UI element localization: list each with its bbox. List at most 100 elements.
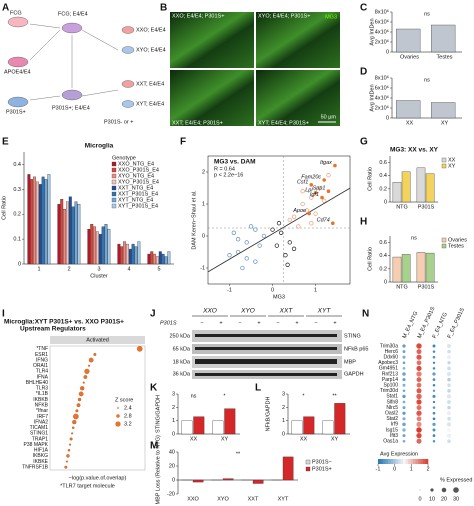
y-tick-label: 6x10⁶: [375, 18, 389, 25]
annotation: **: [332, 393, 337, 399]
x-tick-label: XY: [441, 120, 449, 126]
plot-frame: [49, 345, 146, 471]
dot: [416, 393, 422, 400]
legend-label: XYT_NTG_E4: [118, 197, 153, 203]
point: [235, 237, 241, 242]
category-label: STING1: [30, 431, 48, 437]
dot: [447, 377, 451, 382]
panel-letter: A: [2, 3, 9, 14]
schematic-label: P301S- or +: [104, 119, 134, 125]
group-label: XYT: [317, 308, 332, 315]
category-label: IRF7: [37, 414, 48, 420]
y-tick-label: 0.2: [379, 186, 387, 192]
sign-label: −: [200, 320, 203, 326]
bar: [44, 179, 48, 265]
point: [291, 246, 297, 251]
y-tick-label: 0.2: [379, 266, 387, 272]
protein-label: STING: [344, 333, 361, 339]
dot: [402, 394, 406, 399]
y-tick-label: 0: [172, 477, 175, 483]
gene-label: Apoe: [292, 208, 306, 214]
point: [317, 185, 323, 191]
dot: [416, 377, 422, 383]
dot: [77, 397, 82, 402]
y-tick-label: 0.4: [379, 173, 387, 179]
bar: [401, 171, 411, 203]
size-key: [419, 489, 421, 491]
size-key-label: 10: [429, 496, 435, 502]
dot: [67, 449, 71, 452]
gene-point: [326, 189, 331, 193]
dot: [432, 439, 436, 443]
dot: [416, 382, 422, 388]
bar: [47, 174, 51, 265]
dot: [402, 434, 406, 438]
legend-label: XXO_P301S_E4: [118, 167, 159, 173]
bar: [193, 416, 205, 435]
y-tick-label: 1: [282, 418, 285, 424]
bar: [101, 226, 105, 265]
gene-label: Ddx60: [384, 355, 399, 361]
category-label: IFNA: [37, 374, 49, 380]
x-tick-label: NTG: [396, 204, 408, 210]
category-label: P38 MAPK: [24, 442, 49, 448]
stat-label: p < 2.2e−16: [214, 172, 243, 178]
y-tick-label: 0.2: [13, 212, 21, 218]
point: [276, 221, 282, 226]
point: [231, 230, 236, 235]
point: [291, 214, 297, 219]
category-label: ORAI1: [33, 363, 48, 369]
color-scale: [390, 459, 394, 464]
y-tick-label: 0: [202, 233, 205, 239]
category-label: IFNG: [36, 357, 48, 363]
dot: [432, 378, 436, 381]
western-blot: [192, 315, 342, 379]
category-label: IKBKG: [33, 453, 48, 459]
point: [240, 265, 245, 271]
panel-letter: F: [180, 137, 186, 148]
schematic-label: XYT; E4/E4: [136, 101, 164, 107]
x-tick-label: 3: [97, 266, 100, 272]
point: [257, 243, 262, 248]
dot: [402, 344, 406, 348]
bar: [93, 226, 97, 265]
group-label: XXO: [202, 308, 217, 315]
dot: [80, 386, 85, 391]
dot: [432, 389, 436, 392]
legend-swatch: [111, 161, 117, 167]
y-tick-label: 8x10⁶: [375, 8, 389, 15]
dot: [71, 432, 74, 435]
dot: [65, 460, 68, 463]
legend-swatch: [111, 185, 117, 191]
bar: [416, 252, 426, 283]
protein-label: GAPDH: [344, 371, 364, 377]
dot: [416, 360, 422, 366]
dot: [416, 365, 422, 371]
gene-label: Gm4951: [379, 366, 398, 372]
dot: [416, 416, 422, 422]
legend-swatch: [441, 237, 447, 243]
category-label: IKBKE: [33, 459, 48, 465]
x-tick-label: P301S: [418, 284, 435, 290]
legend-label: XX: [448, 157, 456, 163]
x-tick-label: Ovaries: [400, 54, 419, 60]
schematic-label: XXO; E4/E4: [136, 27, 166, 33]
footnote: *TLR7 target molecule: [60, 483, 115, 489]
schematic-label: FCG; E4/E4: [58, 11, 88, 17]
point: [261, 233, 267, 239]
y-axis-label: Avg IntDen: [369, 84, 375, 111]
dot: [447, 383, 451, 387]
category-label: IFNA2: [34, 419, 48, 425]
bar: [147, 253, 151, 265]
gene-label: Fam20c: [301, 174, 321, 180]
gene-label: Itgax: [320, 160, 332, 166]
size-key-label: 3.2: [124, 421, 132, 427]
dot: [416, 432, 422, 439]
x-tick-label: XX: [406, 120, 414, 126]
y-tick-label: 2: [282, 405, 285, 411]
category-label: HIF1A: [34, 448, 49, 454]
dot: [88, 364, 91, 367]
legend-swatch: [111, 179, 117, 185]
dot: [402, 422, 406, 427]
x-axis-label: Cluster: [90, 273, 108, 279]
